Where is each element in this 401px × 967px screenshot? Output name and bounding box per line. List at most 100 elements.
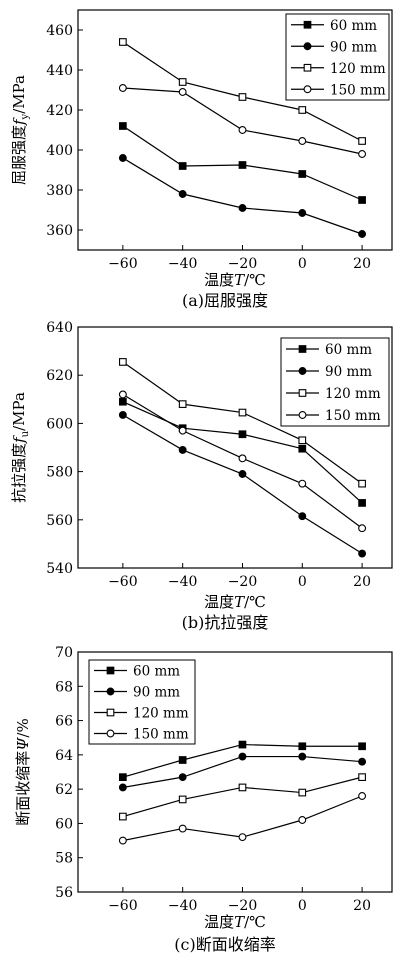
data-point bbox=[238, 470, 247, 478]
data-point bbox=[238, 740, 247, 749]
data-point bbox=[238, 752, 247, 761]
y-tick-label: 56 bbox=[55, 885, 73, 901]
data-point bbox=[298, 106, 307, 114]
data-point bbox=[238, 93, 247, 101]
x-axis-label: 温度T/℃ bbox=[204, 593, 266, 611]
legend: 60 mm 90 mm 120 mm 150 mm bbox=[280, 337, 390, 427]
data-point bbox=[119, 38, 127, 46]
data-point bbox=[178, 426, 187, 435]
data-point bbox=[298, 742, 307, 751]
data-point bbox=[118, 411, 127, 419]
x-tick-label: −20 bbox=[228, 898, 258, 914]
legend-label: 60 mm bbox=[330, 18, 377, 34]
y-tick-label: 66 bbox=[55, 714, 73, 730]
panel-caption: (c)断面收缩率 bbox=[174, 935, 275, 954]
series-150-mm bbox=[118, 390, 367, 533]
data-point bbox=[298, 512, 307, 521]
chart-panel-3: 56 58 60 62 64 66 68 70 −60 −40 −20 0 20 60 mm 90 mm 12… bbox=[14, 645, 393, 954]
legend: 60 mm 90 mm 120 mm 150 mm bbox=[88, 659, 196, 745]
panel-caption: (b)抗拉强度 bbox=[182, 613, 269, 632]
series-120-mm bbox=[119, 358, 366, 488]
x-tick-label: −60 bbox=[108, 574, 138, 590]
legend-label: 60 mm bbox=[325, 342, 372, 358]
data-point bbox=[298, 788, 307, 797]
data-point bbox=[238, 408, 247, 417]
x-tick-label: 20 bbox=[353, 574, 371, 590]
x-tick-label: −40 bbox=[168, 256, 198, 272]
legend: 60 mm 90 mm 120 mm 150 mm bbox=[285, 13, 390, 101]
x-tick-label: −40 bbox=[168, 898, 198, 914]
x-tick-label: −60 bbox=[108, 256, 138, 272]
data-point bbox=[358, 773, 366, 781]
x-tick-label: −20 bbox=[228, 574, 258, 590]
data-point bbox=[358, 137, 366, 145]
x-tick-label: 20 bbox=[353, 898, 371, 914]
y-tick-label: 580 bbox=[46, 465, 73, 481]
legend-label: 90 mm bbox=[330, 39, 377, 55]
data-point bbox=[119, 122, 127, 130]
y-tick-label: 400 bbox=[46, 143, 73, 159]
data-point bbox=[238, 430, 247, 439]
plot-frame bbox=[77, 651, 393, 893]
legend-marker bbox=[106, 687, 115, 696]
data-point bbox=[238, 204, 247, 212]
data-point bbox=[358, 499, 366, 507]
data-point bbox=[358, 757, 367, 766]
y-tick-label: 58 bbox=[55, 851, 73, 867]
y-tick-label: 420 bbox=[46, 103, 73, 119]
data-point bbox=[298, 436, 307, 445]
y-axis-label: 断面收缩率Ψ/% bbox=[14, 718, 32, 825]
legend-marker bbox=[298, 345, 307, 353]
x-tick-label: 0 bbox=[298, 574, 307, 590]
legend-label: 150 mm bbox=[133, 727, 189, 743]
x-tick-label: 0 bbox=[298, 256, 307, 272]
data-point bbox=[178, 795, 187, 804]
data-point bbox=[298, 137, 307, 145]
data-point bbox=[298, 444, 307, 453]
x-tick-label: −60 bbox=[108, 898, 138, 914]
series-90-mm bbox=[118, 411, 367, 558]
chart-panel-1: 360 380 400 420 440 460 −60 −40 −20 0 20 60 mm 90 mm… bbox=[10, 9, 393, 310]
data-point bbox=[238, 161, 247, 169]
series-60-mm bbox=[119, 122, 366, 204]
data-point bbox=[358, 150, 367, 158]
legend-marker bbox=[106, 666, 115, 675]
series-90-mm bbox=[118, 752, 367, 792]
legend-label: 150 mm bbox=[330, 82, 386, 98]
legend-label: 120 mm bbox=[133, 706, 189, 722]
data-point bbox=[298, 752, 307, 761]
legend-marker bbox=[298, 367, 307, 375]
data-point bbox=[118, 390, 127, 399]
series-150-mm bbox=[118, 792, 367, 845]
x-tick-label: 20 bbox=[353, 256, 371, 272]
data-point bbox=[238, 833, 247, 842]
data-point bbox=[358, 549, 367, 558]
x-tick-label: 0 bbox=[298, 898, 307, 914]
data-point bbox=[358, 792, 367, 800]
panel-caption: (a)屈服强度 bbox=[182, 291, 268, 310]
legend-marker bbox=[303, 20, 312, 29]
legend-label: 60 mm bbox=[133, 664, 180, 680]
data-point bbox=[178, 824, 187, 833]
legend-box bbox=[285, 13, 390, 101]
y-tick-label: 640 bbox=[46, 320, 73, 336]
y-tick-label: 68 bbox=[55, 679, 73, 695]
x-axis-label: 温度T/℃ bbox=[204, 271, 266, 289]
data-point bbox=[119, 773, 127, 781]
data-point bbox=[358, 230, 367, 238]
data-point bbox=[119, 397, 127, 406]
legend-label: 120 mm bbox=[325, 386, 381, 402]
y-tick-label: 440 bbox=[46, 63, 73, 79]
series-90-mm bbox=[118, 154, 367, 238]
data-point bbox=[178, 162, 187, 170]
y-tick-label: 70 bbox=[55, 645, 73, 661]
y-tick-label: 380 bbox=[46, 183, 73, 199]
y-tick-label: 560 bbox=[46, 513, 73, 529]
data-point bbox=[178, 88, 187, 96]
data-point bbox=[178, 190, 187, 198]
y-tick-label: 620 bbox=[46, 368, 73, 384]
data-point bbox=[119, 812, 127, 821]
series-120-mm bbox=[119, 773, 366, 821]
series-line bbox=[122, 157, 363, 235]
